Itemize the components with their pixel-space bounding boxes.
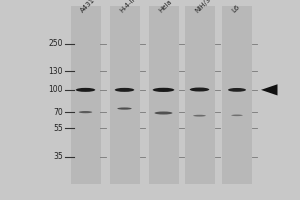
Ellipse shape (115, 88, 134, 92)
Ellipse shape (76, 88, 95, 92)
Ellipse shape (117, 107, 132, 110)
Bar (63, 6, 300, 184)
Bar (184, 6, 214, 184)
Text: 250: 250 (49, 39, 63, 48)
Ellipse shape (154, 112, 172, 115)
Text: Hela: Hela (158, 0, 173, 14)
Ellipse shape (228, 88, 246, 92)
Text: H-4-II-E: H-4-II-E (119, 0, 141, 14)
Bar (222, 6, 252, 184)
Text: NIH/3T3: NIH/3T3 (194, 0, 218, 14)
Text: 35: 35 (53, 152, 63, 161)
Bar (148, 6, 178, 184)
Ellipse shape (231, 115, 243, 116)
Bar (110, 6, 140, 184)
Ellipse shape (193, 115, 206, 117)
Text: 55: 55 (53, 124, 63, 133)
Ellipse shape (153, 88, 174, 92)
Bar (70, 6, 101, 184)
Text: 130: 130 (49, 67, 63, 76)
Text: A431: A431 (80, 0, 97, 14)
Text: L6: L6 (231, 4, 242, 14)
Polygon shape (261, 84, 278, 95)
Ellipse shape (79, 111, 92, 113)
Text: 70: 70 (53, 108, 63, 117)
Ellipse shape (190, 88, 209, 92)
Text: 100: 100 (49, 85, 63, 94)
